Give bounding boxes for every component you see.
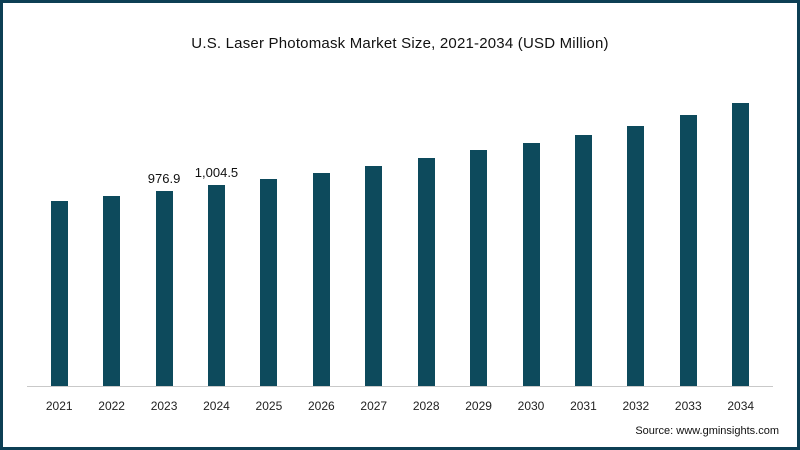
bar-value-label: 1,004.5 [194, 165, 239, 181]
plot-area: 976.9 1,004.5 [27, 87, 773, 387]
x-tick-label: 2024 [203, 399, 230, 413]
bar [50, 201, 68, 386]
bar-column [610, 87, 662, 386]
x-tick-label: 2028 [412, 399, 440, 413]
bar-column [557, 87, 609, 386]
x-tick-label: 2027 [360, 399, 388, 413]
x-tick-label: 2021 [45, 399, 73, 413]
bar [365, 166, 383, 386]
x-tick-label: 2023 [150, 399, 178, 413]
x-tick-label: 2022 [98, 399, 125, 413]
x-tick-label: 2025 [255, 399, 283, 413]
bar-column [400, 87, 452, 386]
bar-column [33, 87, 85, 386]
bar [207, 185, 225, 386]
x-tick-label: 2026 [307, 399, 335, 413]
bar-column [662, 87, 714, 386]
bar [574, 135, 592, 386]
x-tick-label: 2034 [727, 399, 755, 413]
bar [679, 115, 697, 386]
source-note: Source: www.gminsights.com [635, 425, 779, 437]
bar-column [295, 87, 347, 386]
bar-column: 1,004.5 [190, 87, 242, 386]
x-axis-ticks: 2021 2022 2023 2024 2025 2026 2027 2028 2029 2030… [33, 399, 767, 413]
bar [470, 150, 488, 386]
bar-value-label: 976.9 [147, 170, 181, 186]
bar-column [85, 87, 137, 386]
bar-column [348, 87, 400, 386]
bar [417, 158, 435, 386]
bar [155, 190, 173, 386]
source-url: www.gminsights.com [676, 425, 779, 437]
bar [260, 179, 278, 386]
x-tick-label: 2030 [517, 399, 545, 413]
bar-column [714, 87, 766, 386]
bars: 976.9 1,004.5 [33, 87, 767, 386]
bar [627, 126, 645, 386]
bar [312, 173, 330, 386]
x-tick-label: 2032 [622, 399, 650, 413]
bar [103, 196, 121, 386]
x-axis-line [27, 386, 773, 387]
bar [732, 103, 750, 386]
x-tick-label: 2029 [465, 399, 492, 413]
x-tick-label: 2033 [674, 399, 702, 413]
bar-column [243, 87, 295, 386]
bar [522, 143, 540, 386]
bar-column [452, 87, 504, 386]
source-label: Source: [635, 425, 674, 437]
bar-column [505, 87, 557, 386]
bar-column: 976.9 [138, 87, 190, 386]
chart-title: U.S. Laser Photomask Market Size, 2021-2… [191, 35, 609, 52]
x-tick-label: 2031 [570, 399, 597, 413]
